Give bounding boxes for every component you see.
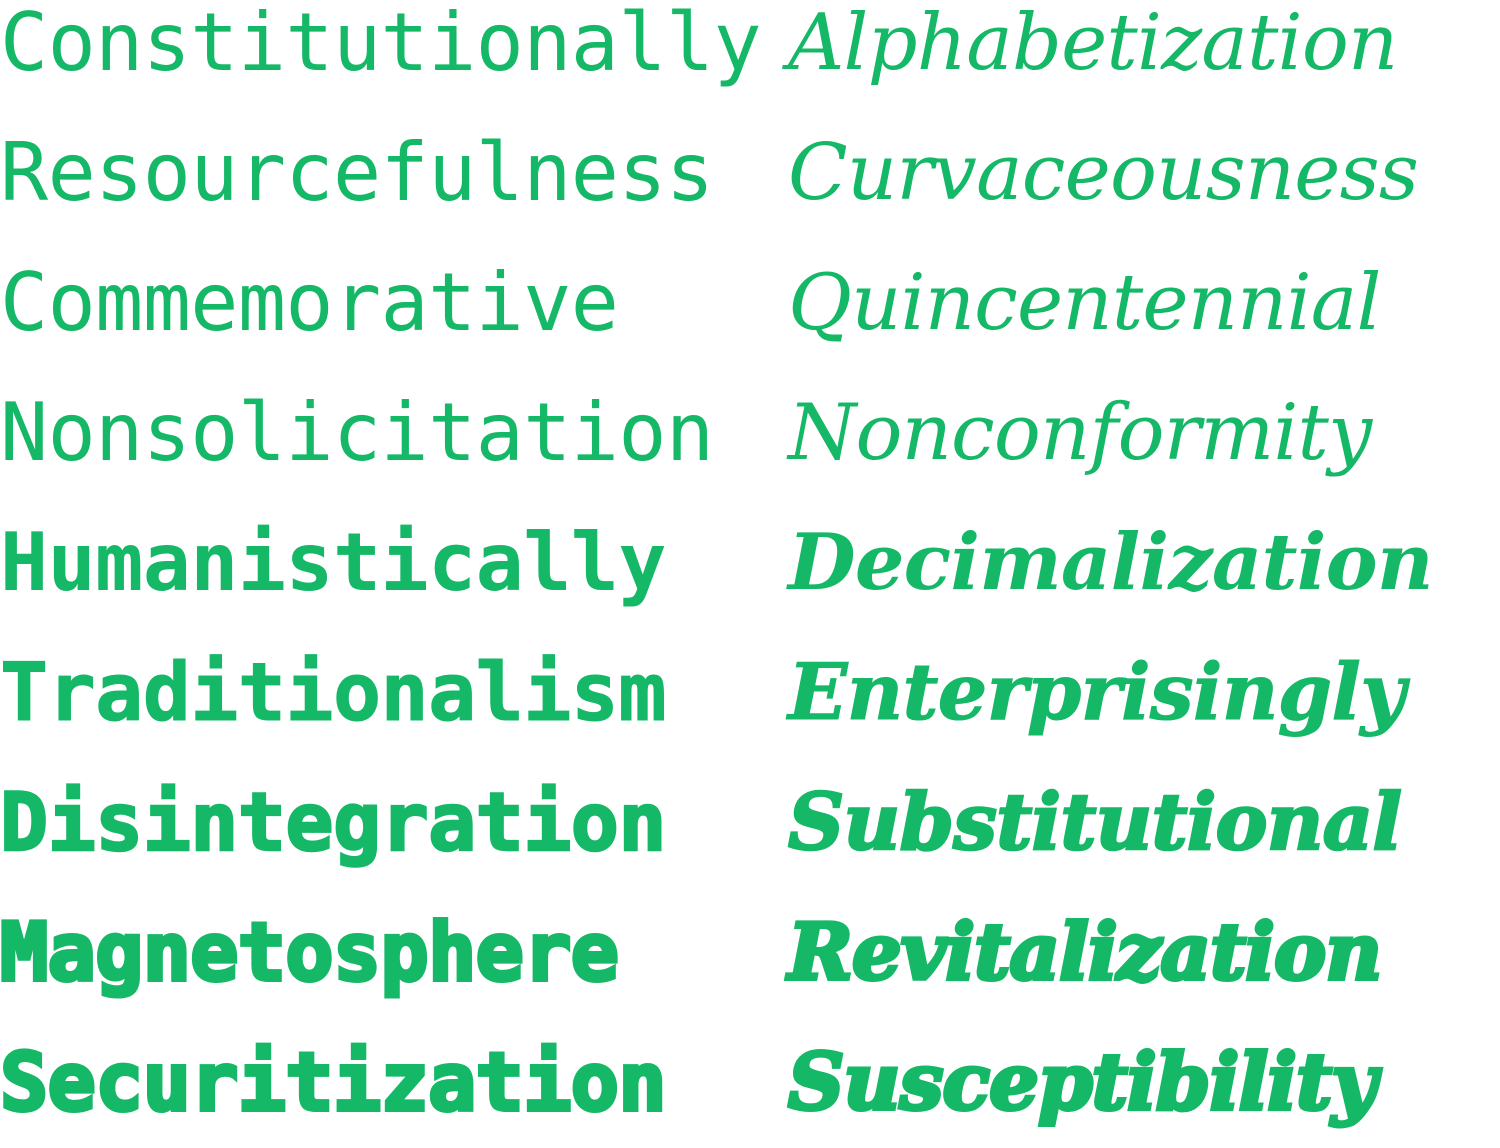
specimen-word-italic-5: Decimalization <box>788 517 1434 608</box>
italic-column: Alphabetization Curvaceousness Quincente… <box>786 0 1500 1140</box>
upright-column: Constitutionally Resourcefulness Commemo… <box>0 0 762 1140</box>
specimen-word-upright-5: Humanistically <box>0 516 667 609</box>
specimen-word-upright-6: Traditionalism <box>0 646 667 740</box>
specimen-word-upright-7: Disintegration <box>0 775 668 871</box>
specimen-word-italic-1: Alphabetization <box>788 0 1398 88</box>
specimen-word-italic-8: Revitalization <box>786 905 1384 1000</box>
specimen-word-upright-1: Constitutionally <box>0 0 762 89</box>
specimen-word-italic-4: Nonconformity <box>788 388 1372 478</box>
specimen-word-upright-2: Resourcefulness <box>0 126 714 219</box>
specimen-word-italic-2: Curvaceousness <box>788 128 1419 218</box>
specimen-word-upright-3: Commemorative <box>0 256 619 349</box>
specimen-word-upright-4: Nonsolicitation <box>0 386 714 479</box>
specimen-word-italic-9: Susceptibility <box>786 1035 1379 1130</box>
specimen-word-upright-9: Securitization <box>0 1034 669 1131</box>
specimen-word-italic-6: Enterprisingly <box>788 647 1407 739</box>
specimen-word-upright-8: Magnetosphere <box>0 904 621 1001</box>
specimen-word-italic-7: Substitutional <box>787 776 1404 870</box>
specimen-word-italic-3: Quincentennial <box>788 258 1381 348</box>
